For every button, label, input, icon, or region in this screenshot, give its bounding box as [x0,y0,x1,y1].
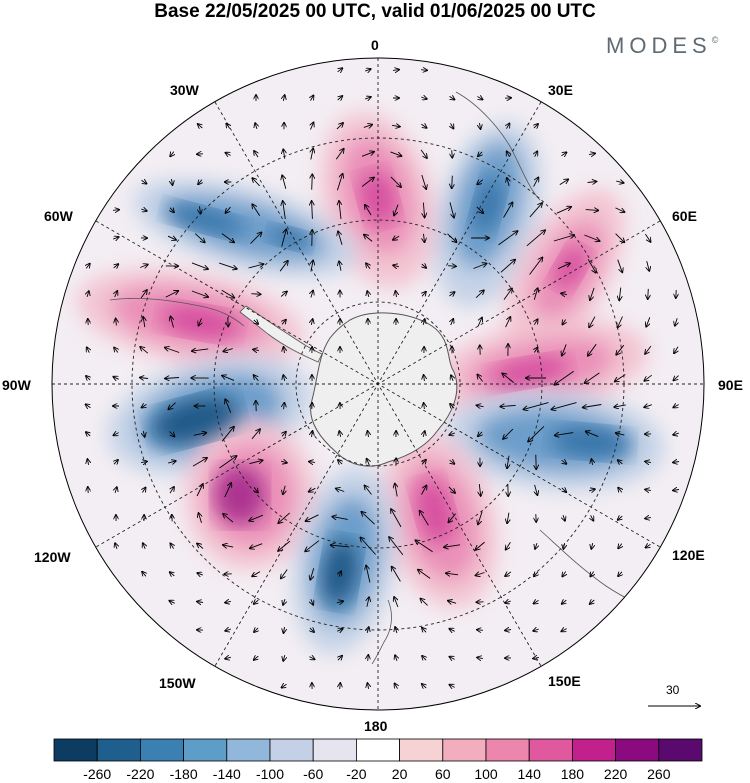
brand-logo: MODES© [606,33,718,59]
lon-label-60e: 60E [672,208,697,224]
colorbar-box [442,738,487,762]
south-america-coast [109,297,245,327]
antarctica-landmass [310,312,458,467]
lon-label-90e: 90E [718,377,743,393]
lon-label-150w: 150W [159,675,196,691]
lon-label-120e: 120E [672,547,705,563]
reference-vector-label: 30 [666,683,680,697]
colorbar-box [139,738,184,762]
colorbar-tick-label: 100 [474,766,498,782]
lon-label-30w: 30W [170,82,199,98]
brand-name: MODES [606,33,712,58]
map-field [52,58,704,710]
colorbar-tick-label: -60 [303,766,324,782]
dashed-gridlines [52,58,704,710]
colorbar-tick-label: 180 [560,766,585,782]
colorbar-box [485,738,530,762]
lon-label-30e: 30E [548,82,573,98]
colorbar-tick-label: 20 [391,766,408,782]
lon-label-90w: 90W [2,377,31,393]
lon-label-120w: 120W [34,549,71,565]
lon-label-0: 0 [371,37,379,53]
colorbar-tick-label: -180 [169,766,198,782]
colorbar-box [312,738,357,762]
colorbar-box [226,738,271,762]
colorbar-tick-label: -100 [255,766,285,782]
colorbar-box [355,738,400,762]
colorbar-tick-label: 140 [517,766,541,782]
colorbar-tick-label: 60 [435,766,451,782]
colorbar-tick-label: 260 [647,766,671,782]
colorbar-tick-label: -260 [83,766,112,782]
colorbar-box [399,738,444,762]
wind-vectors [86,68,680,689]
colorbar-box [269,738,314,762]
colorbar-box [658,738,703,762]
colorbar-box [528,738,573,762]
brand-mark: © [711,35,719,45]
lon-label-150e: 150E [548,673,581,689]
colorbar [53,738,703,762]
new-zealand-coast [371,599,392,665]
map-boundary [51,57,705,711]
colorbar-box [53,738,98,762]
colorbar-box [96,738,141,762]
colorbar-box [572,738,617,762]
colorbar-tick-label: -140 [212,766,241,782]
colorbar-box [615,738,660,762]
lon-label-60w: 60W [44,208,73,224]
antarctic-peninsula [239,305,323,363]
africa-coast [455,91,541,201]
colorbar-tick-label: -20 [346,766,367,782]
colorbar-tick-label: -220 [126,766,155,782]
map-title: Base 22/05/2025 00 UTC, valid 01/06/2025… [154,1,596,22]
colorbar-tick-label: 220 [603,766,628,782]
colorbar-box [183,738,228,762]
lon-label-180: 180 [364,718,388,734]
